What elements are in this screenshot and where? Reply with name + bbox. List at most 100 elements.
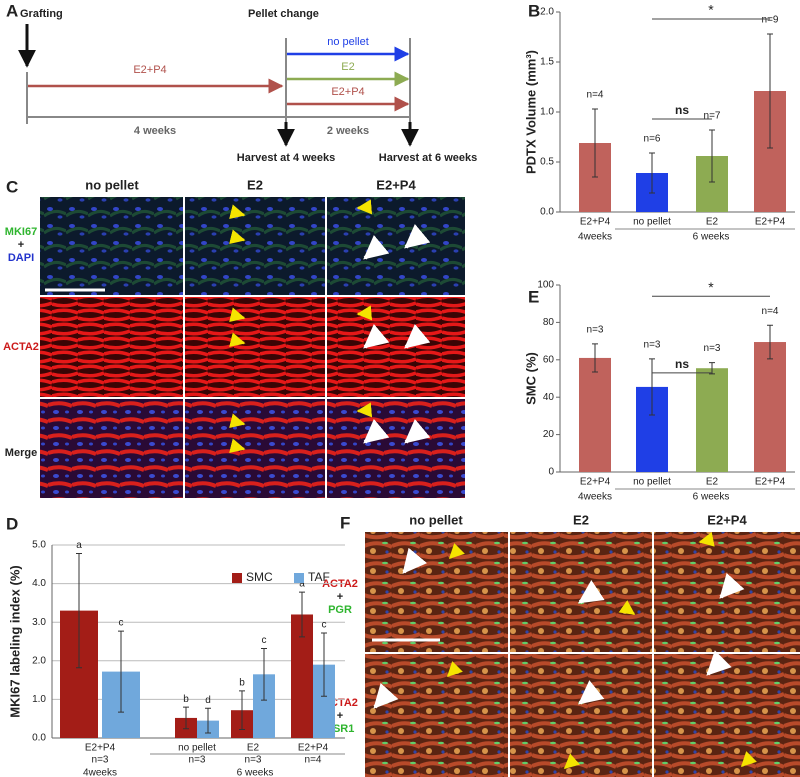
panel-c: C no pellet E2 E2+P4 — [3, 177, 465, 498]
arrows — [373, 531, 757, 769]
group-label: 4weeks — [83, 768, 117, 777]
x-tick-label: E2+P4 — [755, 217, 786, 228]
error-bar — [183, 706, 189, 730]
row-label: + — [18, 239, 24, 251]
micrograph — [40, 197, 183, 295]
y-tick-label: 4.0 — [32, 578, 46, 589]
n-label: n=4 — [587, 90, 604, 101]
micrograph — [510, 532, 652, 652]
significance-letter: b — [239, 678, 245, 689]
x-tick-label: E2 — [706, 477, 719, 488]
y-tick-label: 80 — [543, 317, 555, 328]
error-bar — [592, 343, 598, 373]
arrows — [229, 199, 431, 454]
panel-label: F — [340, 513, 350, 532]
grafting-label: Grafting — [20, 8, 63, 20]
n-label: n=3 — [189, 755, 206, 766]
y-tick-label: 1.0 — [540, 107, 554, 118]
n-label: n=4 — [305, 755, 322, 766]
row-label: MKI67 — [5, 226, 37, 238]
x-tick-label: E2+P4 — [85, 743, 116, 754]
significance-letter: a — [299, 579, 305, 590]
significance-letter: b — [183, 694, 189, 705]
y-tick-label: 20 — [543, 429, 555, 440]
error-bar — [592, 108, 598, 178]
significance-label: * — [708, 2, 714, 18]
treatment-label: E2+P4 — [133, 64, 166, 76]
period-label: 4 weeks — [134, 125, 176, 137]
x-tick-label: no pellet — [633, 217, 671, 228]
significance-letter: c — [119, 618, 124, 629]
column-header: E2 — [573, 512, 589, 527]
treatment-label: no pellet — [327, 36, 369, 48]
bar — [291, 614, 313, 738]
column-header: E2 — [247, 177, 263, 192]
n-label: n=3 — [704, 343, 721, 354]
legend-label: SMC — [246, 570, 273, 584]
legend-swatch — [294, 573, 304, 583]
micrograph — [510, 654, 652, 777]
y-tick-label: 0 — [548, 467, 554, 478]
harvest-label: Harvest at 4 weeks — [237, 152, 335, 164]
panel-label: B — [528, 1, 540, 20]
y-tick-label: 2.0 — [540, 7, 554, 18]
row-label: + — [337, 710, 343, 722]
x-tick-label: E2+P4 — [580, 217, 611, 228]
x-tick-label: E2 — [247, 743, 260, 754]
row-label: + — [337, 591, 343, 603]
legend-label: TAF — [308, 570, 330, 584]
group-label: 4weeks — [578, 492, 612, 503]
error-bar — [118, 630, 124, 713]
micrograph — [327, 197, 465, 295]
pellet-change-label: Pellet change — [248, 8, 319, 20]
error-bar — [261, 647, 267, 701]
error-bar — [205, 707, 211, 734]
n-label: n=6 — [644, 134, 661, 145]
n-label: n=3 — [245, 755, 262, 766]
y-tick-label: 3.0 — [32, 617, 46, 628]
y-tick-label: 2.0 — [32, 655, 46, 666]
panel-label: D — [6, 514, 18, 533]
group-label: 6 weeks — [693, 232, 730, 243]
error-bar — [299, 591, 305, 638]
row-label: DAPI — [8, 252, 34, 264]
treatment-label: E2 — [341, 61, 354, 73]
y-axis-label: MKI67 labeling index (%) — [7, 565, 22, 717]
error-bar — [239, 690, 245, 731]
bar — [754, 342, 786, 472]
n-label: n=7 — [704, 111, 721, 122]
x-tick-label: E2 — [706, 217, 719, 228]
panel-label: C — [6, 177, 18, 196]
column-header: E2+P4 — [707, 512, 747, 527]
column-header: no pellet — [409, 512, 463, 527]
error-bar — [76, 552, 82, 669]
column-header: E2+P4 — [376, 177, 416, 192]
panel-f: F no pellet E2 E2+P4 ACTA2 + PGR ACTA2 — [322, 512, 800, 777]
y-tick-label: 5.0 — [32, 540, 46, 551]
bar — [313, 664, 335, 738]
micrograph — [40, 297, 183, 397]
significance-letter: c — [322, 620, 327, 631]
group-label: 4weeks — [578, 232, 612, 243]
significance-label: ns — [675, 357, 689, 371]
row-label: Merge — [5, 447, 37, 459]
n-label: n=3 — [92, 755, 109, 766]
panel-label: E — [528, 287, 539, 306]
legend-swatch — [232, 573, 242, 583]
n-label: n=9 — [762, 15, 779, 26]
micrograph — [185, 297, 325, 397]
micrograph — [40, 399, 183, 498]
significance-letter: a — [76, 540, 82, 551]
x-tick-label: no pellet — [633, 477, 671, 488]
y-tick-label: 1.0 — [32, 694, 46, 705]
n-label: n=3 — [644, 340, 661, 351]
x-tick-label: E2+P4 — [755, 477, 786, 488]
micrograph — [365, 532, 508, 652]
error-bar — [709, 362, 715, 375]
y-tick-label: 0.5 — [540, 157, 554, 168]
y-tick-label: 100 — [537, 280, 554, 291]
error-bar — [649, 358, 655, 416]
bar — [579, 357, 611, 472]
significance-letter: d — [205, 695, 211, 706]
column-header: no pellet — [85, 177, 139, 192]
